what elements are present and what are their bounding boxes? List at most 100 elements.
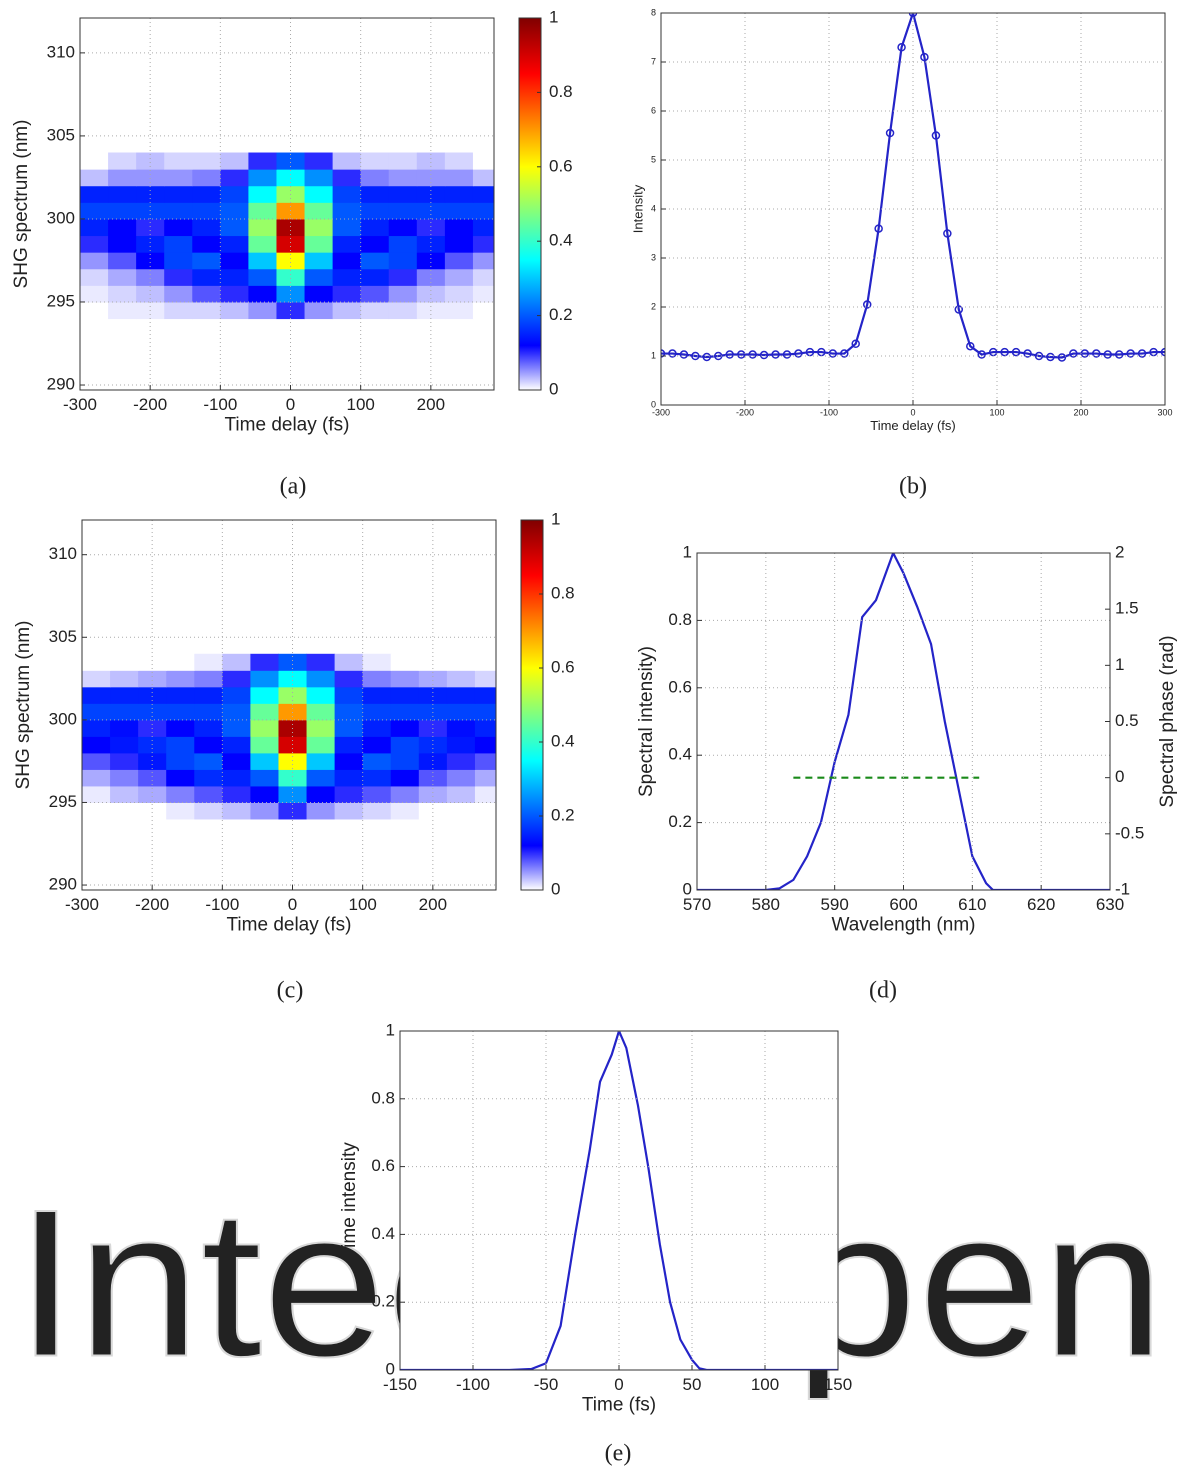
marker bbox=[1034, 351, 1044, 361]
heat-cell bbox=[390, 769, 420, 787]
heat-cell bbox=[108, 268, 137, 286]
heat-cell bbox=[388, 268, 418, 286]
heat-cell bbox=[334, 686, 364, 704]
x-tick-label: -50 bbox=[534, 1375, 559, 1394]
y-tick-label: 0.6 bbox=[371, 1156, 395, 1175]
y-tick-label: 7 bbox=[651, 56, 656, 66]
marker bbox=[1103, 350, 1112, 359]
marker bbox=[1137, 349, 1147, 358]
heat-cell bbox=[80, 218, 109, 237]
heat-cell bbox=[360, 252, 390, 270]
heat-cell bbox=[474, 719, 496, 737]
heat-cell bbox=[108, 301, 137, 320]
heat-cell bbox=[164, 218, 193, 237]
heat-cell bbox=[306, 802, 336, 820]
heat-cell bbox=[304, 252, 334, 270]
x-tick-label: 200 bbox=[419, 895, 447, 914]
heat-cell bbox=[444, 185, 474, 203]
heat-cell bbox=[192, 185, 221, 203]
heat-cell bbox=[472, 268, 494, 286]
heat-cell bbox=[166, 719, 195, 737]
heat-cell bbox=[138, 686, 167, 704]
heat-cell bbox=[332, 169, 362, 187]
y-tick-label: 0.4 bbox=[371, 1224, 395, 1243]
heat-cell bbox=[388, 152, 418, 170]
heat-cell bbox=[220, 235, 249, 253]
y-tick-label: 8 bbox=[651, 7, 656, 17]
y-tick-label: 0.8 bbox=[371, 1088, 395, 1107]
heat-cell bbox=[332, 301, 362, 320]
heat-cell bbox=[474, 686, 496, 704]
heat-cell bbox=[136, 218, 165, 237]
heat-cell bbox=[360, 285, 390, 303]
y2-tick-label: 0.5 bbox=[1115, 711, 1139, 730]
heat-cell bbox=[360, 152, 390, 170]
y2-tick-label: -0.5 bbox=[1115, 823, 1144, 842]
heat-cell bbox=[250, 686, 279, 704]
y-tick-label: 290 bbox=[49, 875, 77, 894]
heat-cell bbox=[80, 252, 109, 270]
heat-cell bbox=[82, 719, 111, 737]
heat-cell bbox=[108, 252, 137, 270]
marker bbox=[1011, 347, 1021, 357]
x-tick-label: 200 bbox=[1073, 407, 1088, 417]
y-axis-label: SHG spectrum (nm) bbox=[11, 120, 32, 289]
heat-cell bbox=[276, 268, 306, 286]
heat-cell bbox=[362, 769, 392, 787]
plot bbox=[400, 1031, 838, 1370]
colorbar-tick-label: 1 bbox=[549, 7, 558, 26]
marker bbox=[908, 13, 918, 18]
x-tick-label: 570 bbox=[683, 895, 711, 914]
heat-cell bbox=[110, 785, 139, 803]
heat-cell bbox=[166, 752, 195, 770]
heat-cell bbox=[166, 703, 195, 721]
heat-cell bbox=[390, 719, 420, 737]
marker bbox=[943, 229, 952, 238]
marker bbox=[702, 352, 712, 362]
marker bbox=[748, 350, 757, 359]
x-tick-label: -300 bbox=[63, 395, 97, 414]
heat-cell bbox=[446, 752, 476, 770]
heat-cell bbox=[446, 785, 476, 803]
heat-cell bbox=[222, 670, 251, 688]
heat-cell bbox=[222, 653, 251, 671]
x-axis-label: Wavelength (nm) bbox=[832, 914, 976, 935]
heat-cell bbox=[108, 218, 137, 237]
heat-cell bbox=[388, 285, 418, 303]
heat-cell bbox=[332, 185, 362, 203]
heat-cell bbox=[248, 301, 277, 320]
heat-cell bbox=[222, 802, 251, 820]
x-tick-label: 0 bbox=[286, 395, 295, 414]
heat-cell bbox=[220, 152, 249, 170]
y-tick-label: 2 bbox=[651, 301, 656, 311]
heat-cell bbox=[222, 719, 251, 737]
marker bbox=[725, 350, 734, 359]
heat-cell bbox=[444, 301, 474, 320]
heat-cell bbox=[388, 185, 418, 203]
heat-cell bbox=[446, 802, 476, 820]
heat-cell bbox=[166, 686, 195, 704]
x-tick-label: 590 bbox=[820, 895, 848, 914]
caption: (c) bbox=[277, 978, 304, 1004]
heat-cell bbox=[250, 670, 279, 688]
heat-cell bbox=[82, 670, 111, 688]
heat-cell bbox=[304, 202, 334, 220]
marker bbox=[885, 128, 895, 138]
heat-cell bbox=[138, 802, 167, 820]
heat-cell bbox=[220, 185, 249, 203]
heat-cell bbox=[164, 152, 193, 170]
y-tick-label: 295 bbox=[47, 291, 75, 310]
heat-cell bbox=[474, 736, 496, 754]
marker bbox=[668, 349, 677, 358]
heat-cell bbox=[388, 301, 418, 320]
heat-cell bbox=[248, 152, 277, 170]
heat-cell bbox=[138, 769, 167, 787]
x-tick-label: 610 bbox=[958, 895, 986, 914]
heat-cell bbox=[250, 703, 279, 721]
heat-cell bbox=[444, 252, 474, 270]
heat-cell bbox=[248, 169, 277, 187]
heat-cell bbox=[444, 235, 474, 253]
heat-cell bbox=[390, 653, 420, 671]
heat-cell bbox=[166, 785, 195, 803]
y2-axis-label: Spectral phase (rad) bbox=[1157, 635, 1178, 807]
